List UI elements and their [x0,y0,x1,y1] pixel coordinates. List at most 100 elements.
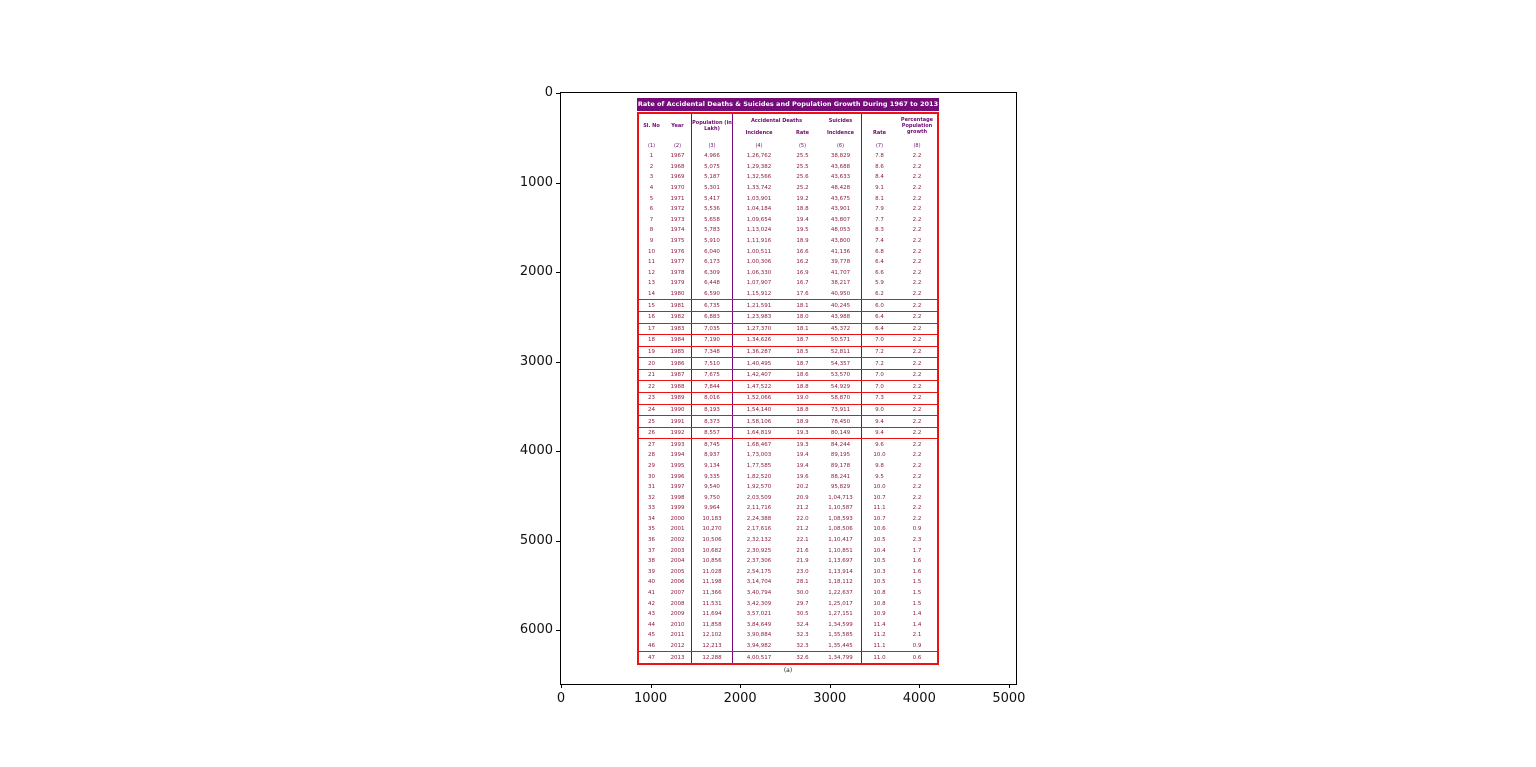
table-cell: 10.5 [873,537,886,544]
table-cell: 22.0 [796,515,809,522]
table-cell: 8 [649,227,654,234]
table-cell: 38,217 [820,278,862,289]
x-tick-label: 2000 [723,691,757,706]
table-cell: 6 [649,206,654,213]
table-cell: 8.1 [875,195,884,202]
table-cell: 2,24,388 [746,515,772,522]
table-cell: 1993 [664,439,692,451]
table-cell: 1,08,506 [820,524,862,535]
table-cell: 8,016 [692,393,733,404]
table-cell: 6.6 [875,269,884,276]
table-row: 8 1974 5,783 1,13,024 19.5 48,053 8.3 2.2 [639,225,937,236]
table-cell: 7.0 [875,372,884,379]
table-cell: 6,735 [692,300,733,311]
table-cell: 25.6 [796,174,809,181]
table-cell: 19.6 [796,473,809,480]
table-cell: 6.8 [875,248,884,255]
table-cell: 1976 [664,246,692,257]
table-cell: 5,910 [692,235,733,247]
y-tick-mark [556,361,561,363]
table-cell: 2.2 [912,238,922,245]
table-cell: 1.6 [912,568,922,575]
table-image: Rate of Accidental Deaths & Suicides and… [637,98,939,674]
table-cell: 19.5 [796,227,809,234]
table-cell: 15 [648,302,655,309]
table-cell: 29 [648,462,655,469]
table-cell: 1,42,407 [746,372,772,379]
column-index-row: (1) (2) (3) (4) (5) (6) (7) (8) [639,140,937,151]
table-row: 4 1970 5,301 1,33,742 25.2 48,428 9.1 2.2 [639,182,937,194]
table-cell: 1970 [664,182,692,194]
table-cell: 1,00,511 [746,248,772,255]
table-cell: 1,29,382 [746,163,772,170]
table-cell: 5,187 [692,172,733,183]
header-s-incidence: Incidence [827,129,854,136]
table-cell: 1,18,112 [820,577,862,588]
table-cell: 48,428 [820,182,862,194]
table-cell: 9.6 [875,441,884,448]
table-cell: 1,04,713 [820,492,862,503]
table-cell: 16.7 [796,280,809,287]
table-cell: 2002 [664,534,692,546]
table-header-row: Sl. No Year Population (in Lakh) Acciden… [639,114,937,140]
table-cell: 7,348 [692,346,733,358]
table-cell: 3,84,649 [746,621,772,628]
table-cell: 11.2 [873,632,886,639]
table-row: 7 1973 5,658 1,09,654 19.4 43,807 7.7 2.2 [639,214,937,226]
table-cell: 1,77,585 [746,462,772,469]
table-cell: 9,750 [692,492,733,503]
table-cell: 38,829 [820,151,862,162]
table-cell: 2.2 [912,348,922,355]
table-cell: 16 [648,314,655,321]
table-cell: 14 [648,291,655,298]
table-cell: 4 [649,185,654,192]
table-cell: 7.8 [875,153,884,160]
table-cell: 1971 [664,193,692,204]
table-cell: 2.2 [912,452,922,459]
table-cell: 10.9 [873,611,886,618]
table-cell: 11,198 [692,577,733,588]
table-cell: 21.2 [796,505,809,512]
table-cell: 89,178 [820,460,862,472]
table-cell: 18.9 [796,238,809,245]
table-cell: 2009 [664,608,692,620]
table-row: 9 1975 5,910 1,11,916 18.9 43,800 7.4 2.2 [639,235,937,247]
table-cell: 19.3 [796,441,809,448]
table-cell: 1987 [664,369,692,381]
table-cell: 30 [648,473,655,480]
table-row: 26 1992 8,557 1,64,819 19.3 80,149 9.4 2.2 [639,426,937,440]
table-cell: 1999 [664,503,692,514]
table-cell: 78,450 [820,416,862,427]
column-index: (8) [913,142,921,149]
x-tick-label: 0 [556,691,566,706]
table-cell: 2,30,925 [746,547,772,554]
table-cell: 9.5 [875,473,884,480]
table-cell: 43,800 [820,235,862,247]
table-cell: 2.2 [912,153,922,160]
table-cell: 6,448 [692,278,733,289]
table-cell: 1,64,819 [746,430,772,437]
table-cell: 3,14,704 [746,579,772,586]
table-cell: 6,309 [692,267,733,279]
y-tick-mark [556,182,561,184]
table-cell: 1969 [664,172,692,183]
table-row: 28 1994 8,937 1,73,003 19.4 89,195 10.0 2.2 [639,450,937,461]
table-row: 33 1999 9,964 2,11,716 21.2 1,10,587 11.1 2.2 [639,503,937,514]
table-cell: 32.6 [796,654,809,661]
table-row: 45 2011 12,102 3,90,884 32.3 1,35,585 11.2 2.1 [639,630,937,641]
table-cell: 2.2 [912,280,922,287]
x-tick-mark [829,684,831,688]
table-cell: 0.9 [912,526,922,533]
table-cell: 2.2 [912,383,922,390]
table-cell: 13 [648,280,655,287]
table-cell: 1,32,566 [746,174,772,181]
table-cell: 1972 [664,203,692,215]
table-cell: 10.8 [873,600,886,607]
table-cell: 2,11,716 [746,505,772,512]
table-cell: 11.0 [873,654,886,661]
x-tick-mark [919,684,921,688]
table-cell: 1986 [664,358,692,369]
table-cell: 1974 [664,225,692,236]
table-row: 14 1980 6,590 1,15,912 17.6 40,950 6.2 2.2 [639,288,937,300]
table-cell: 2.2 [912,462,922,469]
